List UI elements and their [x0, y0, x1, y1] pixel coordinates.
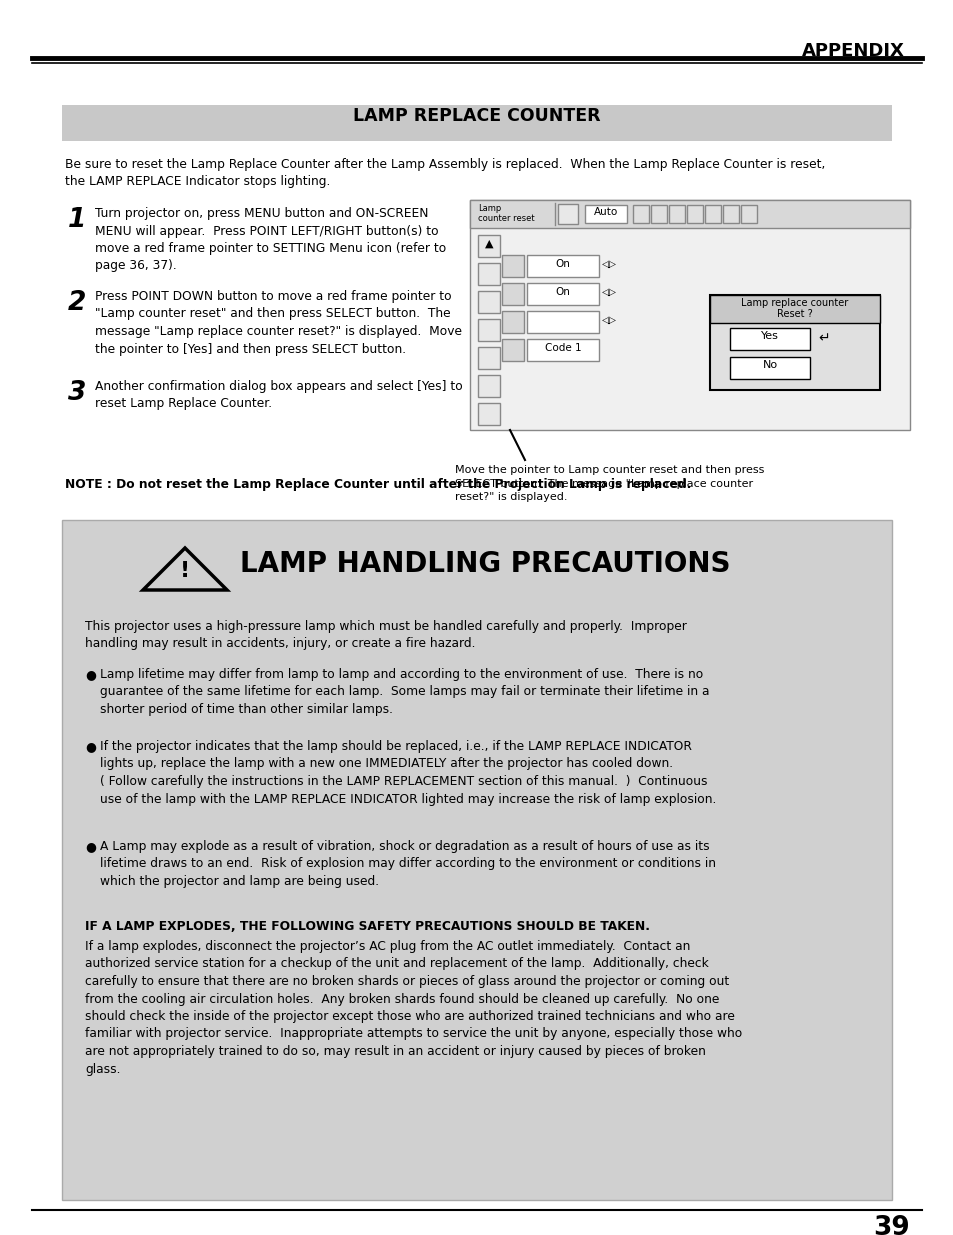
Bar — [709, 295, 879, 324]
Text: NOTE : Do not reset the Lamp Replace Counter until after the Projection Lamp is : NOTE : Do not reset the Lamp Replace Cou… — [65, 478, 691, 492]
Text: LAMP REPLACE COUNTER: LAMP REPLACE COUNTER — [353, 107, 600, 125]
Text: !: ! — [180, 561, 190, 582]
Bar — [704, 205, 720, 224]
Bar — [722, 205, 739, 224]
Text: ◁▷: ◁▷ — [601, 315, 617, 325]
Text: Be sure to reset the Lamp Replace Counter after the Lamp Assembly is replaced.  : Be sure to reset the Lamp Replace Counte… — [65, 158, 824, 189]
Text: 2: 2 — [68, 290, 87, 316]
Bar — [668, 205, 684, 224]
Text: Turn projector on, press MENU button and ON-SCREEN
MENU will appear.  Press POIN: Turn projector on, press MENU button and… — [95, 207, 446, 273]
Text: On: On — [555, 287, 570, 296]
Text: ↵: ↵ — [817, 331, 829, 345]
Bar — [501, 311, 523, 333]
Bar — [633, 205, 648, 224]
Text: On: On — [555, 259, 570, 269]
Text: If a lamp explodes, disconnect the projector’s AC plug from the AC outlet immedi: If a lamp explodes, disconnect the proje… — [85, 940, 741, 1076]
Bar — [558, 204, 578, 224]
Text: Yes: Yes — [760, 331, 778, 341]
Text: ●: ● — [85, 840, 95, 853]
Text: LAMP HANDLING PRECAUTIONS: LAMP HANDLING PRECAUTIONS — [240, 550, 730, 578]
Text: Auto: Auto — [594, 207, 618, 217]
Bar — [477, 403, 499, 425]
Bar — [526, 311, 598, 333]
Text: Press POINT DOWN button to move a red frame pointer to
"Lamp counter reset" and : Press POINT DOWN button to move a red fr… — [95, 290, 461, 356]
Bar — [477, 291, 499, 312]
Bar — [477, 235, 499, 257]
Text: 3: 3 — [68, 380, 87, 406]
Text: ●: ● — [85, 740, 95, 753]
Text: ◁▷: ◁▷ — [601, 287, 617, 296]
Text: Reset ?: Reset ? — [777, 309, 812, 319]
Text: If the projector indicates that the lamp should be replaced, i.e., if the LAMP R: If the projector indicates that the lamp… — [100, 740, 716, 805]
Text: ●: ● — [85, 668, 95, 680]
Bar — [501, 338, 523, 361]
Text: ◁▷: ◁▷ — [601, 259, 617, 269]
Bar — [729, 357, 809, 379]
Bar — [477, 263, 499, 285]
Bar — [62, 520, 891, 1200]
Bar — [729, 329, 809, 350]
Bar — [526, 283, 598, 305]
Text: This projector uses a high-pressure lamp which must be handled carefully and pro: This projector uses a high-pressure lamp… — [85, 620, 686, 651]
Bar — [470, 200, 909, 430]
Text: Lamp
counter reset: Lamp counter reset — [477, 204, 534, 224]
Text: 1: 1 — [68, 207, 87, 233]
Text: A Lamp may explode as a result of vibration, shock or degradation as a result of: A Lamp may explode as a result of vibrat… — [100, 840, 716, 888]
Bar — [501, 283, 523, 305]
Bar — [501, 254, 523, 277]
Text: IF A LAMP EXPLODES, THE FOLLOWING SAFETY PRECAUTIONS SHOULD BE TAKEN.: IF A LAMP EXPLODES, THE FOLLOWING SAFETY… — [85, 920, 649, 932]
Bar — [477, 347, 499, 369]
Text: Another confirmation dialog box appears and select [Yes] to
reset Lamp Replace C: Another confirmation dialog box appears … — [95, 380, 462, 410]
Text: Lamp lifetime may differ from lamp to lamp and according to the environment of u: Lamp lifetime may differ from lamp to la… — [100, 668, 709, 716]
Text: Move the pointer to Lamp counter reset and then press
SELECT button.  The messag: Move the pointer to Lamp counter reset a… — [455, 466, 763, 503]
Text: 39: 39 — [872, 1215, 909, 1235]
Bar — [650, 205, 666, 224]
Bar — [740, 205, 757, 224]
Text: APPENDIX: APPENDIX — [801, 42, 904, 61]
Text: No: No — [761, 359, 777, 370]
Text: Lamp replace counter: Lamp replace counter — [740, 298, 848, 308]
Bar — [477, 375, 499, 396]
Bar — [584, 205, 626, 224]
Bar — [470, 200, 909, 228]
Text: ▲: ▲ — [484, 240, 493, 249]
Bar — [686, 205, 702, 224]
Bar — [526, 254, 598, 277]
Bar — [709, 295, 879, 390]
Bar — [477, 319, 499, 341]
Bar — [62, 105, 891, 141]
Text: Code 1: Code 1 — [544, 343, 580, 353]
Polygon shape — [143, 548, 227, 590]
Bar — [526, 338, 598, 361]
